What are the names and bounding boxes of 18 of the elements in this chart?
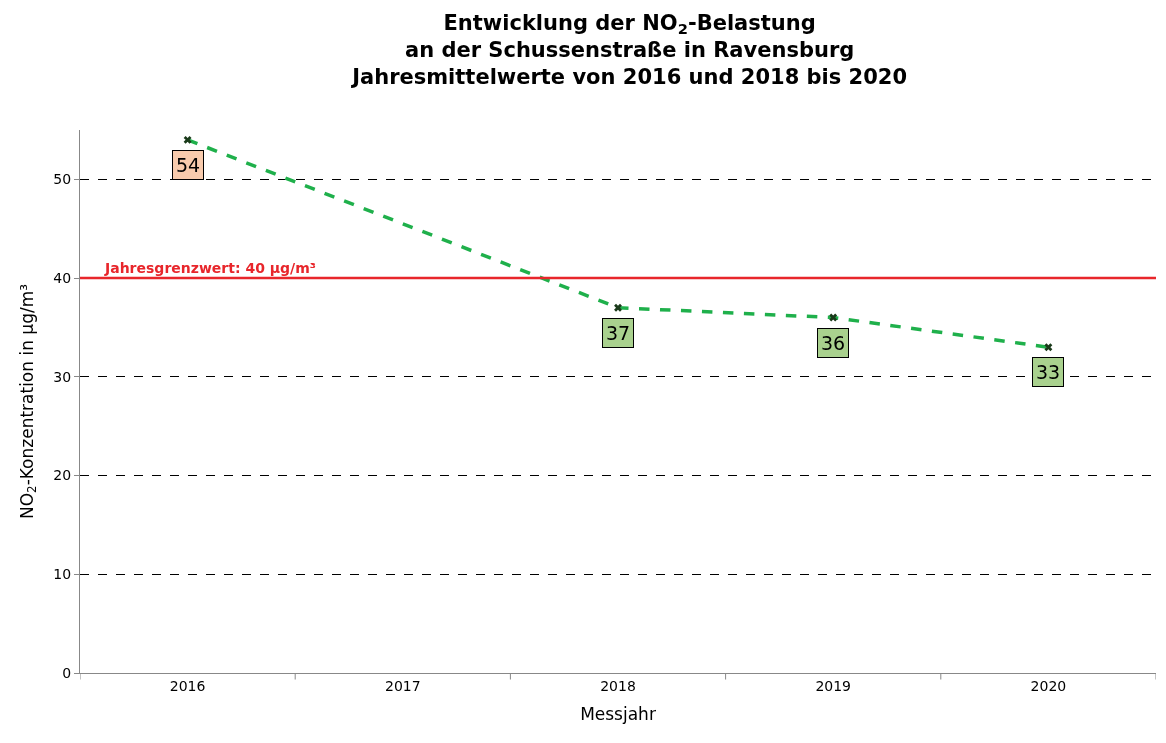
x-tick-label: 2019: [815, 677, 852, 694]
y-tick-label: 30: [53, 368, 72, 385]
y-tick-label: 0: [62, 664, 72, 681]
chart-title: Entwicklung der NO$_{2}$-Belastung an der Schussenstraße in Ravensburg Jahresmittelwerte von 2016 und 2018 bis 2020: [350, 10, 908, 90]
data-label: 33: [1036, 361, 1061, 383]
y-tick-label: 40: [53, 269, 72, 286]
data-label: 54: [176, 154, 201, 176]
x-tick-label: 2018: [600, 677, 636, 694]
x-tick-label: 2016: [169, 677, 206, 694]
y-tick-label: 10: [53, 566, 72, 583]
data-label: 37: [606, 322, 631, 344]
y-tick-label: 50: [53, 171, 72, 188]
y-tick-label: 20: [53, 467, 72, 484]
data-label: 36: [821, 332, 846, 354]
x-tick-label: 2020: [1030, 677, 1067, 694]
x-tick-label: 2017: [384, 677, 421, 694]
ref-line-label: Jahresgrenzwert: 40 µg/m³: [104, 260, 316, 276]
x-axis-title: Messjahr: [580, 704, 656, 725]
